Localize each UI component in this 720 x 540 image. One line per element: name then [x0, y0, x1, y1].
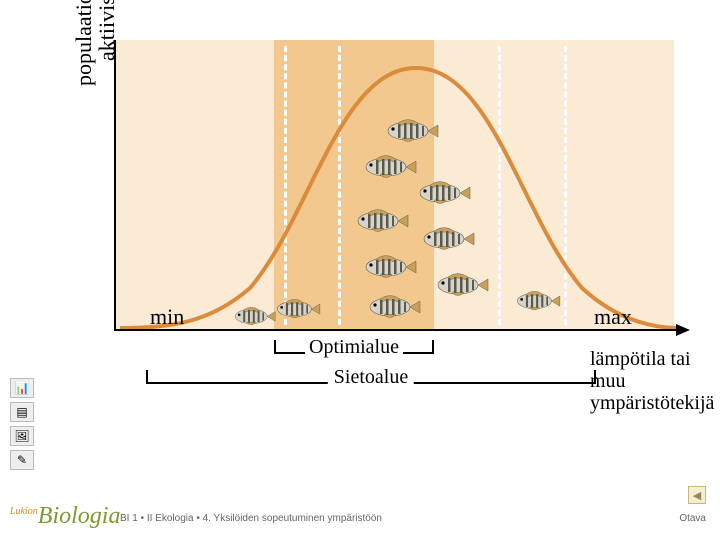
y-label-line1: aktiivisuus [94, 0, 119, 61]
fish-icon [366, 294, 422, 325]
list-icon[interactable]: ▤ [10, 402, 34, 422]
y-label-line2: populaatiotiheys [71, 0, 96, 86]
x-label-line2: ympäristötekijä [590, 392, 714, 414]
dash-line [284, 46, 287, 325]
fish-icon [514, 290, 562, 317]
fish-icon [434, 272, 490, 303]
logo-prefix: Lukion [10, 506, 38, 517]
fish-icon [232, 306, 277, 332]
x-min-label: min [150, 304, 184, 330]
optimal-label: Optimialue [305, 336, 403, 359]
sidebar-toolbar: 📊 ▤ 🖼 ✎ [10, 378, 34, 470]
fish-icon [416, 180, 472, 211]
y-axis-label: populaatiotiheys aktiivisuus [72, 0, 118, 86]
optimal-band [274, 40, 434, 330]
logo-text: Biologia [38, 503, 121, 529]
x-label-line1: lämpötila tai muu [590, 348, 691, 392]
dash-line [498, 46, 501, 325]
slide: populaatiotiheys aktiivisuus min max läm… [0, 0, 720, 540]
fish-icon [274, 298, 322, 325]
image-icon[interactable]: 🖼 [10, 426, 34, 446]
tolerance-label: Sietoalue [328, 366, 414, 389]
breadcrumb: BI 1 • II Ekologia • 4. Yksilöiden sopeu… [120, 513, 382, 524]
edit-icon[interactable]: ✎ [10, 450, 34, 470]
fish-icon [362, 254, 418, 285]
fish-icon [420, 226, 476, 257]
fish-icon [354, 208, 410, 239]
nav-back-button[interactable]: ◀ [688, 486, 706, 504]
footer: ◀ LukionBiologia BI 1 • II Ekologia • 4.… [0, 486, 720, 540]
x-max-label: max [594, 304, 632, 330]
fish-icon [362, 154, 418, 185]
logo: LukionBiologia [10, 503, 120, 530]
publisher: Otava [679, 513, 706, 524]
dash-line [338, 46, 341, 325]
tolerance-curve-chart: populaatiotiheys aktiivisuus min max läm… [50, 40, 690, 400]
fish-icon [384, 118, 440, 149]
dash-line [564, 46, 567, 325]
x-axis-label: lämpötila tai muu ympäristötekijä [590, 348, 714, 414]
chart-icon[interactable]: 📊 [10, 378, 34, 398]
